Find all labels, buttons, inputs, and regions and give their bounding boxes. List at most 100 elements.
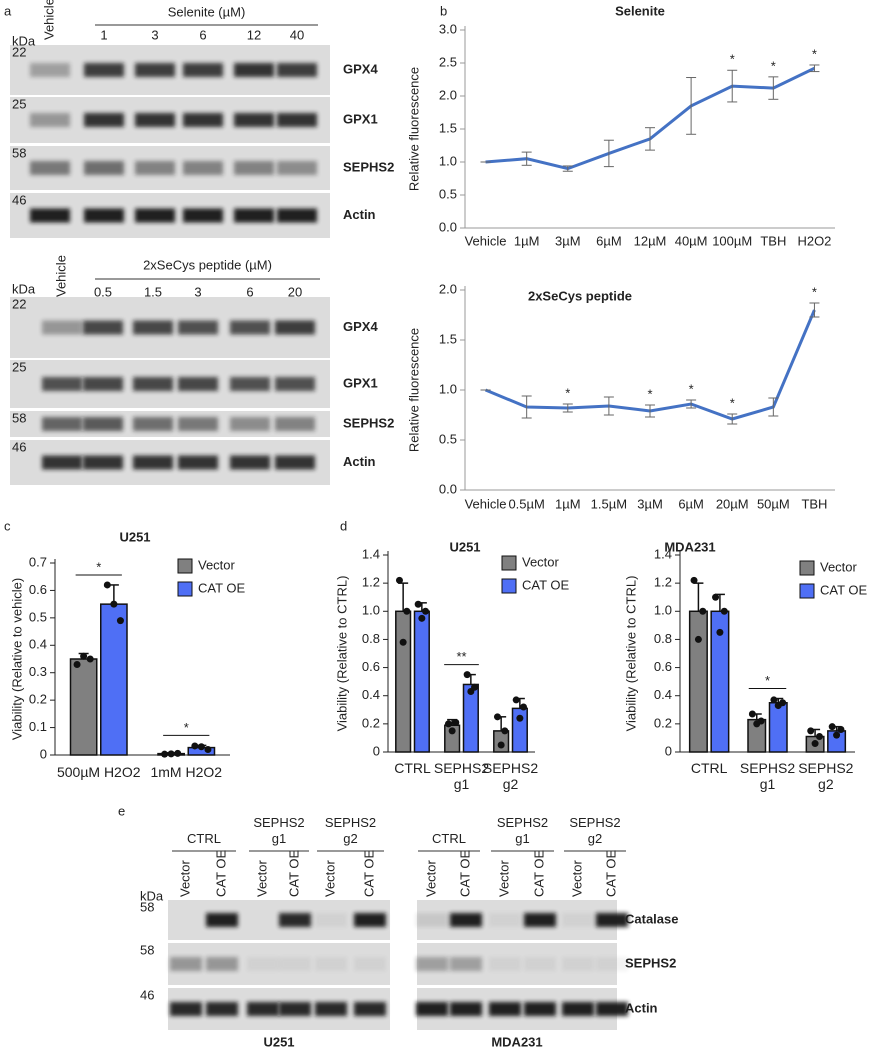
- replicate-point: [452, 718, 460, 726]
- y-tick-label: 0.5: [439, 431, 457, 446]
- lane-label: 12: [247, 27, 261, 42]
- y-tick-label: 0: [40, 746, 47, 761]
- protein-label: Actin: [625, 1000, 658, 1015]
- blot-header: Selenite (µM): [168, 4, 246, 19]
- lane-label: Vector: [322, 859, 337, 897]
- replicate-point: [712, 593, 720, 601]
- blot-band: [170, 957, 202, 971]
- blot-band: [315, 913, 347, 927]
- lane-label: CAT OE: [213, 849, 228, 897]
- legend-swatch: [177, 581, 193, 597]
- replicate-point: [197, 743, 205, 751]
- bar: [413, 610, 430, 753]
- significance-marker: *: [771, 58, 776, 73]
- lane-label: Vehicle: [41, 0, 56, 40]
- protein-label: GPX1: [343, 375, 378, 390]
- y-tick-label: 0.4: [654, 687, 672, 702]
- lane-label: CAT OE: [457, 849, 472, 897]
- blot-band: [135, 113, 175, 127]
- blot-band: [279, 1002, 311, 1016]
- significance-marker: *: [647, 386, 652, 401]
- significance-marker: *: [812, 46, 817, 61]
- x-tick-label: 40µM: [675, 233, 708, 248]
- protein-label: SEPHS2: [343, 415, 394, 430]
- blot-band: [183, 208, 223, 223]
- y-tick-label: 1.0: [439, 381, 457, 396]
- blot-band: [83, 320, 123, 335]
- kda-unit: kDa: [12, 33, 36, 48]
- replicate-point: [779, 699, 787, 707]
- blot-band: [279, 957, 311, 971]
- blot-band: [230, 377, 270, 391]
- lane-label: Vector: [177, 859, 192, 897]
- protein-label: GPX4: [343, 319, 378, 334]
- panel-label: b: [440, 3, 447, 18]
- y-tick-label: 0.2: [654, 715, 672, 730]
- x-tick-label: Vehicle: [465, 233, 507, 248]
- x-tick-label: 3µM: [555, 233, 581, 248]
- x-tick-label: SEPHS2 g2: [798, 760, 854, 792]
- replicate-point: [448, 727, 456, 735]
- blot-band: [354, 957, 386, 971]
- error-bar: [809, 302, 820, 318]
- blot-band: [277, 208, 317, 223]
- blot-band: [275, 455, 315, 470]
- y-tick-label: 2.0: [439, 87, 457, 102]
- replicate-point: [191, 742, 199, 750]
- kda-marker: 46: [140, 987, 154, 1002]
- chart-title: U251: [449, 539, 480, 554]
- blot-band: [596, 1002, 628, 1016]
- protein-label: Actin: [343, 454, 376, 469]
- x-tick-label: TBH: [801, 496, 827, 511]
- kda-marker: 58: [12, 410, 26, 425]
- blot-band: [596, 913, 628, 927]
- replicate-point: [103, 581, 111, 589]
- x-tick-label: H2O2: [797, 233, 831, 248]
- bar: [100, 603, 128, 756]
- blot-band: [183, 113, 223, 127]
- x-tick-label: Vehicle: [465, 496, 507, 511]
- blot-band: [83, 417, 123, 431]
- blot-band: [277, 161, 317, 175]
- replicate-point: [690, 576, 698, 584]
- replicate-point: [493, 713, 501, 721]
- blot-band: [596, 957, 628, 971]
- blot-band: [183, 161, 223, 175]
- blot-band: [30, 161, 70, 175]
- replicate-point: [516, 714, 524, 722]
- lane-label: Vector: [569, 859, 584, 897]
- lane-label: Vehicle: [53, 255, 68, 297]
- blot-band: [206, 957, 238, 971]
- replicate-point: [116, 617, 124, 625]
- lane-label: 3: [151, 27, 158, 42]
- x-tick-label: 1.5µM: [591, 496, 627, 511]
- y-tick-label: 0.5: [439, 186, 457, 201]
- group-label: CTRL: [187, 831, 221, 846]
- blot-band: [83, 377, 123, 391]
- blot-band: [178, 377, 218, 391]
- blot-band: [275, 320, 315, 335]
- lane-label: 0.5: [94, 284, 112, 299]
- line: [485, 66, 816, 171]
- blot-band: [416, 1002, 448, 1016]
- legend-label: Vector: [198, 557, 236, 572]
- replicate-point: [828, 723, 836, 731]
- replicate-point: [811, 740, 819, 748]
- replicate-point: [694, 635, 702, 643]
- group-label: SEPHS2 g1: [253, 815, 305, 846]
- y-tick-label: 0.2: [362, 715, 380, 730]
- error-bar: [809, 64, 820, 73]
- significance-marker: *: [765, 673, 770, 688]
- x-tick-label: 0.5µM: [508, 496, 544, 511]
- y-axis-label: Relative fluorescence: [406, 328, 421, 452]
- y-tick-label: 0.5: [29, 609, 47, 624]
- significance-marker: *: [96, 559, 101, 574]
- blot-band: [277, 63, 317, 77]
- kda-marker: 22: [12, 296, 26, 311]
- y-tick-label: 0.8: [654, 631, 672, 646]
- replicate-point: [73, 660, 81, 668]
- y-tick-label: 1.4: [362, 546, 380, 561]
- panel-label: d: [340, 518, 347, 533]
- panel-label: a: [4, 3, 12, 18]
- significance-marker: *: [730, 52, 735, 67]
